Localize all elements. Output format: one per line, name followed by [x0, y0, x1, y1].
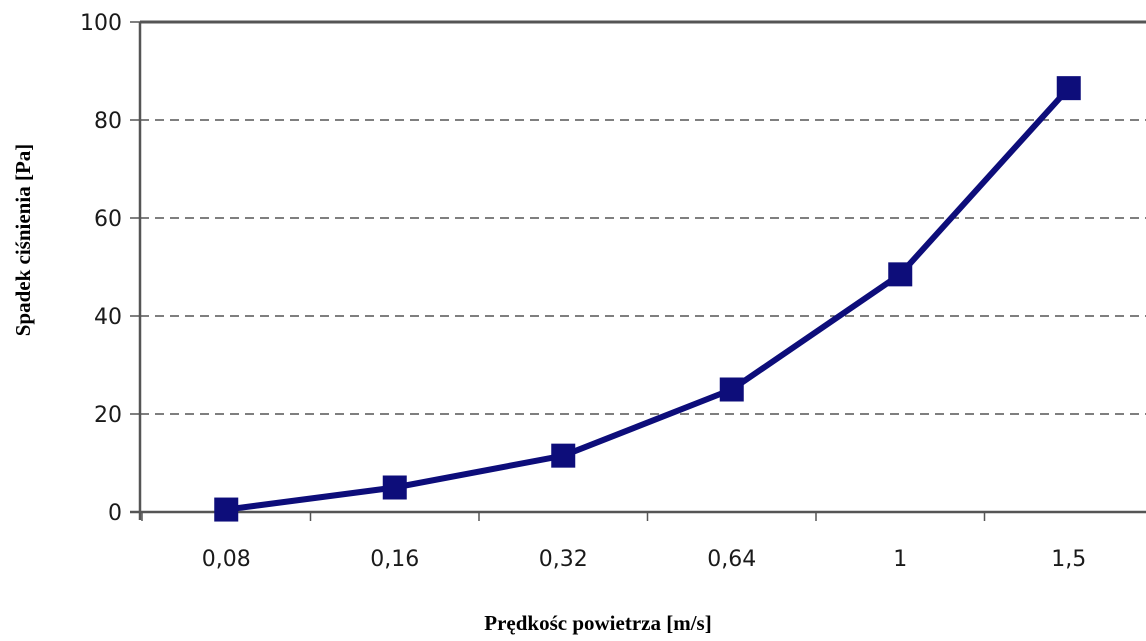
x-tick-label-0: 0,08 [202, 547, 251, 572]
x-tick-label-4: 1 [893, 547, 907, 572]
y-tick-label-100: 100 [80, 11, 122, 36]
series [214, 76, 1081, 522]
tick-labels: 0 20 40 60 80 100 0,08 0,16 0,32 0,64 1 1,5 [80, 11, 1086, 572]
axes [130, 21, 1146, 521]
y-axis-title: Spadek ciśnienia [Pa] [11, 144, 35, 337]
data-point-4 [888, 262, 913, 287]
x-axis-title: Prędkośc powietrza [m/s] [484, 611, 711, 635]
data-point-5 [1056, 76, 1081, 101]
x-tick-label-1: 0,16 [370, 547, 419, 572]
y-tick-label-20: 20 [94, 403, 122, 428]
data-point-3 [719, 377, 744, 402]
series-line-0 [225, 86, 1071, 513]
x-tick-label-2: 0,32 [539, 547, 588, 572]
data-point-2 [551, 443, 576, 468]
x-tick-label-3: 0,64 [707, 547, 756, 572]
y-tick-label-80: 80 [94, 109, 122, 134]
data-point-0 [214, 497, 239, 522]
x-tick-label-5: 1,5 [1051, 547, 1086, 572]
grid-lines [140, 20, 1146, 415]
data-point-1 [382, 475, 407, 500]
y-tick-label-0: 0 [108, 501, 122, 526]
y-tick-label-60: 60 [94, 207, 122, 232]
y-tick-label-40: 40 [94, 305, 122, 330]
